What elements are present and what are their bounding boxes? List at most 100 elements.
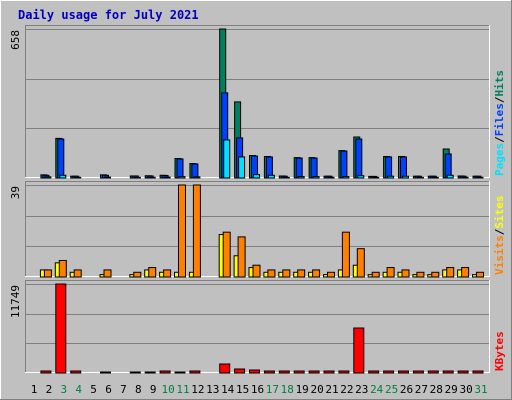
- y-tick-label: 658: [9, 30, 22, 50]
- bar: [431, 271, 440, 278]
- bar: [427, 370, 439, 374]
- x-tick-label: 23: [355, 383, 368, 396]
- x-tick-label: 27: [415, 383, 428, 396]
- x-tick-label: 31: [474, 383, 487, 396]
- bar: [59, 174, 67, 179]
- bar: [457, 370, 469, 374]
- legend-entry: Sites: [493, 196, 506, 229]
- bar: [412, 370, 424, 374]
- bar: [476, 271, 484, 278]
- bar: [383, 370, 395, 374]
- x-tick-label: 7: [120, 383, 127, 396]
- x-tick-label: 19: [296, 383, 309, 396]
- x-tick-label: 26: [400, 383, 413, 396]
- bar: [44, 176, 52, 179]
- bar: [416, 271, 425, 278]
- bar: [368, 370, 380, 374]
- legend-separator: /: [493, 228, 506, 235]
- x-tick-label: 9: [150, 383, 157, 396]
- bar: [387, 175, 395, 179]
- bar: [189, 370, 201, 374]
- bar: [353, 327, 365, 374]
- x-tick-label: 1: [31, 383, 38, 396]
- bar: [249, 369, 260, 374]
- x-tick-label: 16: [251, 383, 264, 396]
- bar: [340, 150, 348, 179]
- bar: [191, 163, 199, 179]
- legend: Pages/Files/Hits: [493, 70, 506, 176]
- bar: [74, 176, 82, 179]
- legend-entry: Pages: [493, 143, 506, 176]
- bar: [144, 371, 156, 374]
- bar: [297, 269, 306, 278]
- bar: [357, 175, 365, 179]
- x-tick-label: 17: [266, 383, 279, 396]
- bar: [267, 269, 276, 278]
- x-tick-label: 5: [90, 383, 97, 396]
- bar: [442, 370, 454, 374]
- bar: [461, 176, 469, 179]
- x-tick-label: 20: [310, 383, 323, 396]
- bar: [252, 264, 261, 278]
- bar: [400, 156, 407, 179]
- bar: [472, 370, 484, 374]
- x-tick-label: 6: [105, 383, 112, 396]
- x-tick-label: 25: [385, 383, 398, 396]
- bar: [327, 176, 335, 179]
- bar: [174, 371, 186, 374]
- x-tick-label: 22: [340, 383, 353, 396]
- x-tick-label: 2: [46, 383, 53, 396]
- bar: [133, 176, 141, 179]
- bar: [58, 259, 67, 278]
- bar: [100, 371, 111, 374]
- bar: [238, 156, 246, 179]
- y-tick-label: 11749: [9, 285, 22, 318]
- bar: [446, 267, 455, 278]
- bar: [356, 248, 365, 278]
- bar: [104, 176, 111, 179]
- legend-separator: /: [493, 136, 506, 143]
- panel: [25, 181, 490, 277]
- bar: [43, 269, 52, 278]
- legend-entry: Visits: [493, 235, 506, 275]
- x-tick-label: 14: [221, 383, 235, 396]
- bar: [70, 370, 82, 374]
- bar: [312, 269, 321, 278]
- bar: [223, 139, 231, 179]
- bar: [401, 269, 410, 278]
- bar: [293, 370, 305, 374]
- x-tick-label: 15: [236, 383, 249, 396]
- panel: [25, 280, 490, 373]
- bar: [267, 174, 275, 179]
- legend: KBytes: [493, 331, 506, 371]
- bar: [327, 271, 335, 278]
- bar: [295, 157, 303, 179]
- bar: [338, 370, 350, 374]
- legend-entry: KBytes: [493, 331, 506, 371]
- bar: [57, 138, 65, 179]
- bar: [222, 231, 231, 278]
- bar: [178, 176, 186, 179]
- x-tick-label: 8: [135, 383, 142, 396]
- bar: [398, 370, 409, 374]
- bar: [237, 236, 246, 278]
- bar: [159, 370, 171, 374]
- bar: [372, 176, 380, 179]
- bar: [234, 368, 246, 374]
- y-tick-label: 39: [9, 186, 22, 199]
- bar: [192, 184, 201, 278]
- x-tick-label: 21: [325, 383, 338, 396]
- bar: [461, 267, 470, 278]
- x-tick-label: 12: [191, 383, 204, 396]
- x-tick-label: 28: [430, 383, 443, 396]
- bar: [178, 184, 186, 278]
- bar: [219, 363, 231, 374]
- bar: [148, 176, 156, 179]
- bar: [73, 269, 82, 278]
- bar: [342, 176, 350, 179]
- legend-entry: Hits: [493, 70, 506, 97]
- bar: [40, 370, 52, 374]
- panel: [25, 25, 490, 178]
- bar: [371, 271, 380, 278]
